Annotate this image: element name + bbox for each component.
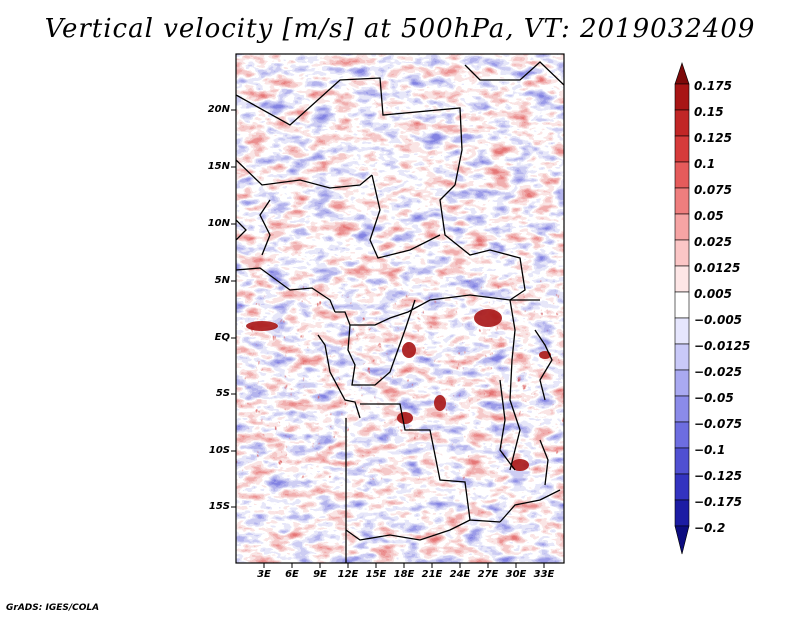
colorbar-segment (674, 395, 690, 423)
colorbar-segment (674, 161, 690, 189)
colorbar-segment (674, 525, 690, 555)
colorbar-label: −0.025 (694, 365, 743, 379)
lon-label: 15E (365, 569, 387, 580)
colorbar-label: −0.005 (694, 313, 743, 327)
lat-label: 5S (215, 388, 230, 399)
colorbar-label: −0.05 (694, 391, 734, 405)
colorbar-label: 0.005 (694, 287, 732, 301)
colorbar-segment (674, 447, 690, 475)
footer-credit: GrADS: IGES/COLA (6, 603, 100, 613)
colorbar-label: −0.075 (694, 417, 743, 431)
colorbar-label: 0.175 (694, 79, 732, 93)
colorbar-segment (674, 239, 690, 267)
colorbar-segment (674, 473, 690, 501)
colorbar-segment (674, 135, 690, 163)
colorbar-segment (674, 317, 690, 345)
colorbar-label: 0.125 (694, 131, 732, 145)
colorbar-segment (674, 83, 690, 111)
lon-label: 24E (449, 569, 471, 580)
lat-label: 15N (207, 161, 230, 172)
colorbar-label: −0.2 (694, 521, 726, 535)
colorbar-label: 0.15 (694, 105, 724, 119)
lat-label: 15S (208, 501, 230, 512)
colorbar-label: 0.0125 (694, 261, 741, 275)
colorbar-label: 0.025 (694, 235, 732, 249)
colorbar-segment (674, 213, 690, 241)
chart-title: Vertical velocity [m/s] at 500hPa, VT: 2… (44, 14, 756, 44)
lat-label: 10S (208, 445, 230, 456)
lat-label: 10N (207, 218, 230, 229)
vertical-velocity-field (236, 54, 564, 563)
lon-label: 30E (505, 569, 527, 580)
colorbar-label: −0.175 (694, 495, 743, 509)
colorbar-label: −0.1 (694, 443, 726, 457)
lon-label: 12E (337, 569, 359, 580)
colorbar-label: 0.075 (694, 183, 732, 197)
map-frame (235, 53, 565, 564)
colorbar (674, 62, 690, 555)
colorbar-segment (674, 499, 690, 527)
colorbar-label: 0.1 (694, 157, 716, 171)
lon-label: 6E (285, 569, 299, 580)
colorbar-segment (674, 291, 690, 319)
lon-label: 27E (477, 569, 499, 580)
colorbar-label: 0.05 (694, 209, 724, 223)
colorbar-segment (674, 369, 690, 397)
lon-label: 3E (257, 569, 271, 580)
lon-label: 18E (393, 569, 415, 580)
colorbar-segment (674, 343, 690, 371)
colorbar-segment (674, 187, 690, 215)
colorbar-segment (674, 62, 690, 85)
colorbar-segment (674, 421, 690, 449)
lon-label: 9E (313, 569, 327, 580)
lat-label: EQ (214, 332, 230, 343)
colorbar-label: −0.0125 (694, 339, 751, 353)
colorbar-segment (674, 109, 690, 137)
colorbar-label: −0.125 (694, 469, 743, 483)
lat-label: 5N (214, 275, 230, 286)
colorbar-segment (674, 265, 690, 293)
lon-label: 21E (421, 569, 443, 580)
lon-label: 33E (533, 569, 555, 580)
lat-label: 20N (207, 104, 230, 115)
